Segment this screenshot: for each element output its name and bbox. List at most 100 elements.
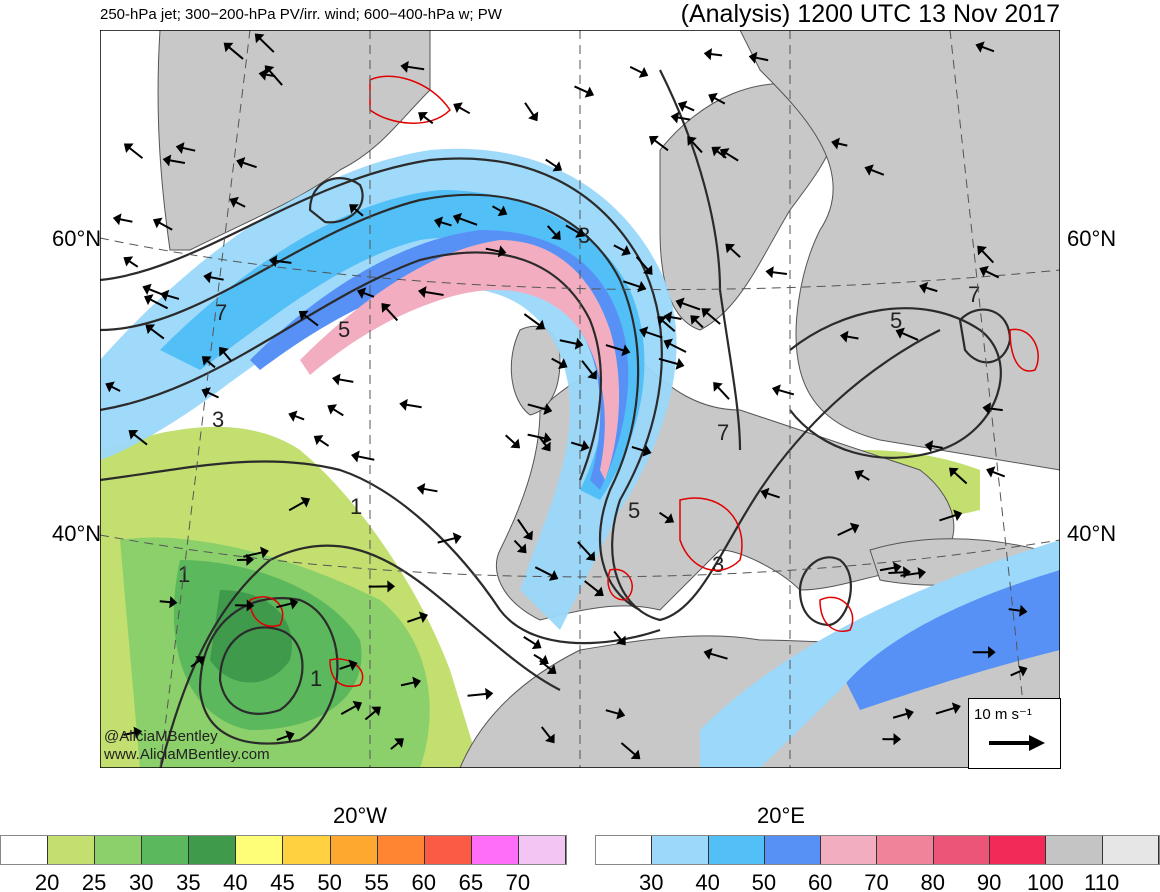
wind-arrow [635,256,649,271]
jet-colorbar [595,835,1160,865]
wind-arrow [658,357,679,366]
pw-colorbar-tick: 55 [364,870,389,892]
wind-arrow-head [949,467,959,478]
wind-arrow [485,247,501,253]
wind-arrow-head [203,271,212,284]
wind-arrow [527,433,546,440]
wind-arrow [724,151,739,162]
jet-colorbar-tick: 80 [920,870,946,892]
wind-arrow-head [893,733,902,746]
wind-arrow [303,314,319,327]
wind-arrow [288,500,305,512]
pw-colorbar-tick: 40 [223,870,248,892]
wind-arrow [362,291,375,298]
wind-arrow-head [545,733,555,744]
wind-arrow [683,104,695,112]
wind-arrow-head [246,599,255,612]
jet-colorbar-swatch [990,836,1047,864]
pw-colorbar-tick: 30 [129,870,154,892]
watermark-site: www.AliciaMBentley.com [104,746,270,763]
pw-colorbar-tick: 45 [270,870,295,892]
wind-arrow [158,221,173,231]
greenland [157,30,431,251]
wind-arrow [534,566,553,577]
wind-arrow [581,360,594,375]
wind-arrow [234,200,246,208]
wind-arrow-head [703,48,713,61]
wind-arrow [981,249,995,264]
wind-arrow-head [285,730,295,742]
wind-arrow [332,408,344,417]
wind-arrow-head [546,664,557,674]
wind-arrow [119,218,133,223]
wind-arrow-head [708,92,718,104]
wind-arrow [406,65,425,71]
jet-colorbar-swatch [596,836,653,864]
wind-arrow-head [300,496,311,508]
pw-colorbar-tick: 70 [505,870,531,892]
wind-arrow-head [332,373,341,386]
wind-arrow-head [175,142,185,154]
jet-shading-50-south [840,570,1060,710]
wind-arrow [892,712,908,719]
pw-colorbar-tick: 65 [458,870,484,892]
pw-colorbar-swatch [518,836,566,864]
wind-arrow [629,65,643,74]
wind-arrow-head [543,403,553,415]
wind-arrow-head [701,308,712,318]
wind-arrow [705,311,721,325]
wind-arrow [128,260,139,268]
wind-arrow [133,433,148,446]
wind-arrow [988,407,1003,412]
wind-arrow [859,473,870,481]
wind-arrow [275,259,292,264]
wind-arrow-head [433,216,444,229]
wind-arrow [669,316,682,320]
wind-arrow-head [748,51,758,64]
wind-arrow [424,290,444,297]
wind-arrow [653,139,669,152]
jet-colorbar-tick: 70 [864,870,889,892]
pv-contour-labels: 7 5 3 1 3 5 7 5 7 1 3 1 [178,223,980,691]
lat-lon-grid [100,30,1060,768]
wind-arrow-head [657,316,667,326]
pw-colorbar-tick: 25 [81,870,107,892]
wind-arrow [385,307,399,322]
pw-colorbar-swatch [95,836,143,864]
wind-arrow-head [349,204,359,214]
wind-arrow [953,471,968,485]
wind-arrow [353,207,364,217]
wind-arrow [716,386,730,400]
pv-contours [100,69,1012,768]
wind-arrow-head [219,346,229,357]
wind-arrow [338,378,354,383]
wind-arrow [658,511,670,520]
ascent-contours [249,75,1039,687]
wind-arrow-head [839,330,849,343]
wind-arrow [754,56,769,62]
wind-arrow-head [642,444,652,457]
wind-arrow-head [152,217,163,229]
wind-arrow [570,441,584,448]
map-subtitle: 250-hPa jet; 300−200-hPa PV/irr. wind; 6… [100,6,502,23]
wind-arrow-head [400,60,409,73]
wind-arrow [423,487,438,493]
wind-arrow [400,681,415,687]
wind-arrow [605,344,625,352]
wind-arrow-head [371,706,381,717]
wind-arrow-head [917,567,926,580]
wind-arrow [242,161,257,169]
wind-arrow [846,335,859,340]
wind-arrow [939,514,957,522]
wind-arrow-head [327,404,338,415]
wind-arrow [159,600,171,604]
wind-arrow-head [452,212,463,225]
wind-arrow-head [535,319,546,330]
lat-label-left: 60°N [52,226,102,251]
wind-arrow [505,434,516,445]
wind-arrow [467,692,487,697]
wind-arrow-head [142,283,152,295]
pw-shading-40 [210,590,292,683]
wind-arrow [148,288,168,298]
pw-colorbar-swatch [330,836,378,864]
